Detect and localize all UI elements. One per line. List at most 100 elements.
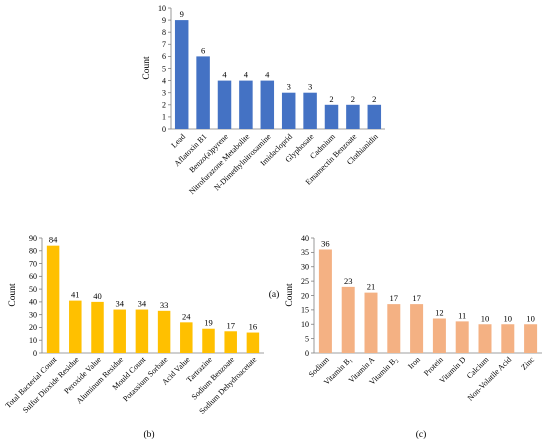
bar [318, 249, 332, 353]
bar [455, 321, 469, 353]
bar-value-label: 12 [435, 308, 444, 318]
bar [260, 80, 275, 129]
bar-value-label: 4 [265, 70, 270, 80]
bar-value-label: 19 [204, 318, 213, 328]
y-tick-label: 4 [162, 76, 166, 85]
bar [91, 301, 104, 353]
bar [46, 245, 60, 353]
bar-value-label: 17 [390, 293, 399, 303]
y-tick-label: 1 [162, 113, 166, 122]
y-tick-label: 9 [162, 16, 166, 25]
bar [524, 324, 538, 353]
y-tick-label: 30 [301, 263, 309, 272]
bar [135, 309, 149, 353]
bar-value-label: 41 [71, 290, 80, 300]
bar [341, 286, 355, 353]
bar-value-label: 17 [412, 293, 421, 303]
panel-label: (a) [269, 289, 280, 300]
x-category-label: Lead [169, 132, 187, 150]
bar [387, 304, 401, 353]
y-tick-label: 15 [301, 306, 309, 315]
bar-value-label: 36 [321, 239, 330, 249]
bar-value-label: 33 [160, 300, 169, 310]
bar-value-label: 16 [249, 322, 258, 332]
y-tick-label: 6 [162, 52, 166, 61]
y-tick-label: 90 [29, 234, 37, 243]
panel-label: (c) [416, 429, 427, 440]
y-tick-label: 0 [162, 125, 166, 134]
bar-value-label: 3 [287, 82, 291, 92]
bar [224, 331, 237, 353]
bar-value-label: 23 [344, 276, 353, 286]
y-tick-label: 10 [29, 336, 37, 345]
y-tick-label: 5 [305, 334, 309, 343]
y-tick-label: 10 [158, 4, 166, 13]
bar-value-label: 4 [244, 70, 249, 80]
bar [157, 310, 171, 353]
bar-value-label: 4 [222, 70, 227, 80]
bar [303, 92, 317, 129]
bar-value-label: 2 [329, 94, 333, 104]
y-tick-label: 30 [29, 310, 37, 319]
y-tick-label: 20 [29, 323, 37, 332]
bar-value-label: 11 [458, 310, 466, 320]
bar [478, 324, 492, 353]
x-category-label: Zinc [519, 355, 536, 372]
bar-value-label: 3 [308, 82, 312, 92]
y-tick-label: 35 [301, 248, 309, 257]
bar-value-label: 34 [138, 299, 147, 309]
bar-value-label: 17 [226, 320, 235, 330]
bar-value-label: 34 [115, 299, 124, 309]
y-tick-label: 10 [301, 320, 309, 329]
bar [364, 292, 378, 353]
y-tick-label: 8 [162, 28, 166, 37]
bar-value-label: 84 [49, 235, 58, 245]
bar [69, 300, 82, 353]
bar [113, 309, 126, 353]
x-category-label: Iron [406, 355, 422, 371]
y-tick-label: 3 [162, 89, 166, 98]
bar [196, 56, 210, 129]
bar [367, 104, 382, 129]
bar-value-label: 10 [526, 313, 535, 323]
bar-value-label: 40 [93, 291, 102, 301]
bar [501, 324, 515, 353]
bar [432, 318, 446, 353]
y-axis-label: Count [8, 283, 18, 307]
y-tick-label: 5 [162, 64, 166, 73]
y-tick-label: 40 [301, 234, 309, 243]
bar [202, 328, 215, 353]
y-tick-label: 0 [33, 349, 37, 358]
y-axis-label: Count [142, 56, 152, 80]
y-axis-label: Count [285, 283, 295, 307]
bar-value-label: 24 [182, 311, 191, 321]
bar [217, 80, 232, 129]
y-tick-label: 7 [162, 40, 166, 49]
bar [239, 80, 253, 129]
bar-value-label: 10 [481, 313, 490, 323]
y-tick-label: 25 [301, 277, 309, 286]
bar-value-label: 2 [351, 94, 355, 104]
bar [180, 322, 193, 353]
bar-value-label: 6 [201, 45, 205, 55]
bar [346, 104, 360, 129]
y-tick-label: 50 [29, 285, 37, 294]
bar [246, 332, 260, 353]
panel-label: (b) [143, 429, 154, 440]
y-tick-label: 80 [29, 247, 37, 256]
bar [324, 104, 339, 129]
y-tick-label: 2 [162, 101, 166, 110]
bar [281, 92, 296, 129]
bar [174, 20, 189, 130]
y-tick-label: 70 [29, 259, 37, 268]
bar-value-label: 2 [372, 94, 376, 104]
bar-value-label: 21 [367, 282, 376, 292]
y-tick-label: 60 [29, 272, 37, 281]
bar [410, 304, 424, 353]
y-tick-label: 20 [301, 291, 309, 300]
y-tick-label: 40 [29, 298, 37, 307]
